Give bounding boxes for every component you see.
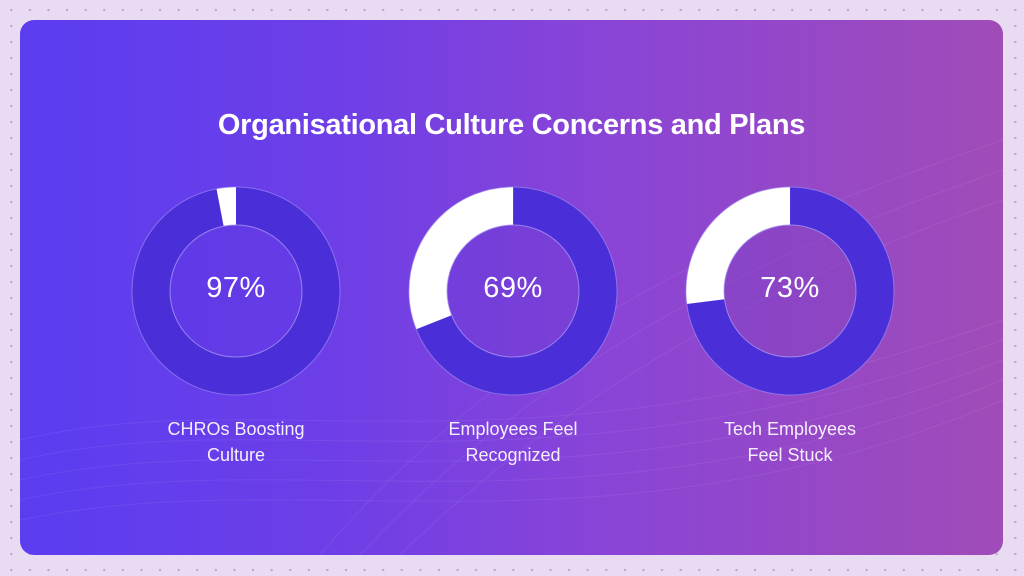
label-line: Feel Stuck — [747, 445, 833, 465]
donut-employees-feel-recognized: 69% — [408, 186, 618, 396]
donut-ring — [131, 186, 341, 396]
label-line: Tech Employees — [723, 419, 857, 439]
label-line: Employees Feel — [448, 419, 578, 439]
chart-card: Organisational Culture Concerns and Plan… — [20, 20, 1003, 555]
label-line: CHROs Boosting — [167, 419, 305, 439]
donut-chros-boosting-culture: 97% — [131, 186, 341, 396]
donut-ring — [408, 186, 618, 396]
background-wave-lines — [20, 139, 1003, 555]
chart-title: Organisational Culture Concerns and Plan… — [217, 109, 806, 141]
donut-label-stuck: Tech Employees Feel Stuck — [670, 416, 910, 468]
donut-tech-employees-feel-stuck: 73% — [685, 186, 895, 396]
donut-label-chros: CHROs Boosting Culture — [116, 416, 356, 468]
donut-label-recognized: Employees Feel Recognized — [393, 416, 633, 468]
label-line: Culture — [206, 445, 266, 465]
donut-value: 69% — [483, 272, 543, 304]
donut-value: 73% — [760, 272, 820, 304]
donut-ring — [685, 186, 895, 396]
label-line: Recognized — [465, 445, 561, 465]
donut-value: 97% — [206, 272, 266, 304]
